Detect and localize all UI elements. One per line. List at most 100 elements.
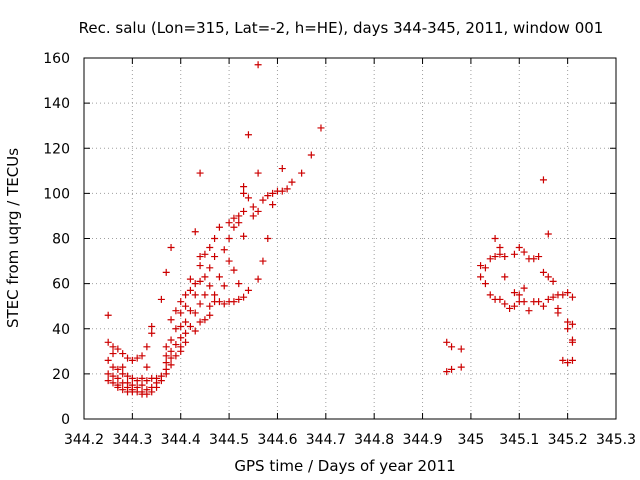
- data-point: [109, 343, 117, 351]
- y-tick-label: 0: [61, 412, 70, 428]
- data-point: [177, 309, 185, 317]
- data-point: [240, 207, 248, 215]
- data-point: [109, 372, 117, 380]
- data-point: [249, 212, 257, 220]
- data-point: [148, 388, 156, 396]
- data-point: [491, 253, 499, 261]
- data-point: [525, 307, 533, 315]
- data-point: [559, 291, 567, 299]
- data-point: [244, 194, 252, 202]
- data-point: [544, 230, 552, 238]
- data-point: [143, 390, 151, 398]
- data-point: [201, 291, 209, 299]
- data-point: [269, 201, 277, 209]
- data-point: [128, 356, 136, 364]
- data-point: [119, 386, 127, 394]
- grid-lines: [84, 58, 616, 419]
- data-point: [559, 356, 567, 364]
- data-point: [148, 329, 156, 337]
- data-point: [568, 293, 576, 301]
- data-point: [128, 374, 136, 382]
- data-point: [235, 280, 243, 288]
- data-point: [477, 262, 485, 270]
- data-point: [535, 253, 543, 261]
- data-point: [119, 370, 127, 378]
- data-point: [259, 257, 267, 265]
- data-point: [568, 320, 576, 328]
- data-point: [520, 298, 528, 306]
- data-point: [564, 359, 572, 367]
- data-point: [544, 273, 552, 281]
- data-point: [515, 291, 523, 299]
- data-point: [124, 372, 132, 380]
- data-point: [191, 280, 199, 288]
- data-point: [264, 235, 272, 242]
- x-tick-label: 344.4: [161, 432, 201, 448]
- data-point: [104, 377, 112, 385]
- data-point: [211, 291, 219, 299]
- y-tick-label: 140: [43, 96, 70, 112]
- data-point: [457, 363, 465, 371]
- data-point: [206, 244, 214, 252]
- x-tick-label: 345.1: [499, 432, 539, 448]
- data-point: [191, 228, 199, 236]
- data-point: [535, 298, 543, 306]
- data-point: [182, 318, 190, 326]
- data-point: [196, 300, 204, 308]
- data-point: [215, 273, 223, 281]
- data-point: [549, 277, 557, 285]
- y-tick-label: 60: [52, 277, 70, 293]
- data-point: [568, 356, 576, 364]
- data-point: [477, 273, 485, 281]
- data-point: [220, 246, 228, 254]
- data-point: [109, 350, 117, 358]
- data-point: [153, 383, 161, 391]
- data-point: [448, 365, 456, 373]
- data-point: [109, 379, 117, 387]
- data-point: [182, 338, 190, 346]
- data-point: [133, 377, 141, 385]
- data-point: [288, 178, 296, 186]
- x-tick-label: 344.7: [306, 432, 346, 448]
- data-point: [104, 370, 112, 378]
- data-point: [167, 336, 175, 344]
- data-point: [220, 300, 228, 308]
- data-point: [114, 374, 122, 382]
- data-point: [119, 350, 127, 358]
- x-tick-label: 345.2: [548, 432, 588, 448]
- y-tick-label: 40: [52, 322, 70, 338]
- data-point: [510, 289, 518, 297]
- x-tick-label: 344.9: [402, 432, 442, 448]
- data-point: [182, 291, 190, 299]
- data-point: [496, 244, 504, 252]
- data-point: [186, 275, 194, 283]
- data-point: [124, 354, 132, 362]
- data-point: [157, 295, 165, 303]
- data-point: [564, 325, 572, 333]
- axis-ticks: [83, 57, 617, 420]
- data-point: [317, 124, 325, 132]
- data-point: [539, 268, 547, 276]
- data-point: [230, 298, 238, 306]
- data-point: [172, 307, 180, 315]
- y-axis-label: STEC from uqrg / TECUs: [4, 148, 22, 328]
- data-point: [191, 327, 199, 335]
- data-point: [206, 302, 214, 310]
- data-point: [143, 343, 151, 351]
- data-point: [230, 223, 238, 231]
- data-point: [501, 273, 509, 281]
- data-point: [254, 275, 262, 283]
- data-point: [443, 338, 451, 346]
- data-point: [177, 298, 185, 306]
- data-point: [201, 273, 209, 281]
- data-point: [448, 343, 456, 351]
- data-point: [104, 356, 112, 364]
- data-point: [182, 329, 190, 337]
- data-point: [220, 282, 228, 290]
- data-point: [564, 318, 572, 326]
- data-point: [104, 338, 112, 346]
- data-point: [230, 214, 238, 222]
- data-point: [206, 311, 214, 319]
- data-point: [254, 169, 262, 177]
- data-point: [114, 345, 122, 353]
